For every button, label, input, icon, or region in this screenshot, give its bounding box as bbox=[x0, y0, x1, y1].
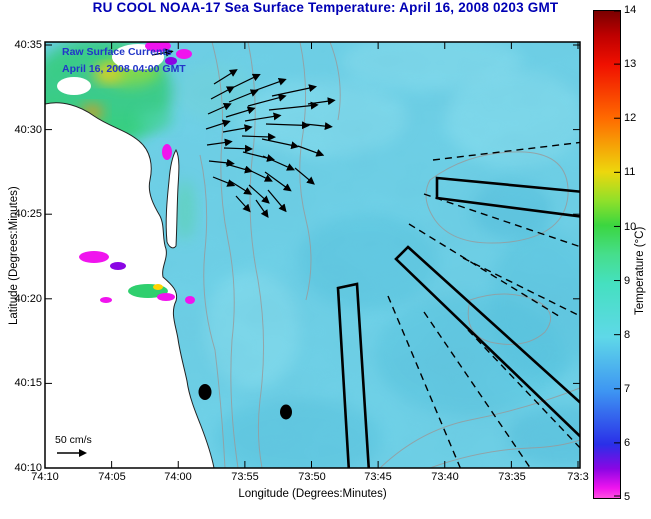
ocean-base bbox=[45, 42, 580, 468]
cb-tick-9: 9 bbox=[624, 275, 631, 287]
page-title: RU COOL NOAA-17 Sea Surface Temperature:… bbox=[92, 0, 559, 15]
cb-tick-13: 13 bbox=[624, 58, 637, 70]
x-tick-74-10: 74:10 bbox=[31, 471, 59, 483]
cb-tick-6: 6 bbox=[624, 437, 631, 449]
plot-frame bbox=[44, 41, 581, 469]
y-tick-40-35: 40:35 bbox=[14, 39, 42, 51]
x-tick-73-35: 73:35 bbox=[498, 471, 526, 483]
annotation-currents-time: April 16, 2008 04:00 GMT bbox=[62, 63, 186, 75]
y-tick-40-30: 40:30 bbox=[14, 124, 42, 136]
cb-tick-14: 14 bbox=[624, 4, 637, 16]
y-tick-40-10: 40:10 bbox=[14, 462, 42, 474]
cloud-patches bbox=[57, 44, 164, 95]
x-tick-74-05: 74:05 bbox=[98, 471, 126, 483]
warm-bay-patch bbox=[45, 42, 195, 240]
cb-tick-8: 8 bbox=[624, 329, 631, 341]
cb-tick-10: 10 bbox=[624, 221, 637, 233]
cb-tick-7: 7 bbox=[624, 383, 631, 395]
map-layers bbox=[45, 42, 580, 468]
cb-tick-5: 5 bbox=[624, 491, 631, 503]
station-dots bbox=[198, 384, 292, 420]
annotation-raw-surface-currents: Raw Surface Currents bbox=[62, 46, 172, 58]
y-axis-label: Latitude (Degrees:Minutes) bbox=[8, 186, 20, 325]
vector-scale-label: 50 cm/s bbox=[55, 434, 92, 446]
x-tick-73-40: 73:40 bbox=[431, 471, 459, 483]
ocean-mottling bbox=[174, 42, 580, 468]
cb-tick-11: 11 bbox=[624, 166, 636, 178]
ocean-grain bbox=[45, 42, 580, 468]
radar-beams bbox=[336, 176, 580, 468]
estuary-patches bbox=[79, 251, 175, 303]
x-axis-label: Longitude (Degrees:Minutes) bbox=[238, 488, 387, 500]
land-new-jersey bbox=[45, 102, 215, 468]
y-tick-40-15: 40:15 bbox=[14, 377, 42, 389]
x-tick-73-55: 73:55 bbox=[231, 471, 259, 483]
sandy-hook-spit bbox=[165, 148, 180, 249]
colorbar-label: Temperature (°C) bbox=[634, 226, 646, 315]
x-tick-74-00: 74:00 bbox=[164, 471, 192, 483]
axis-ticks bbox=[44, 42, 580, 469]
radar-dashed-lines bbox=[387, 141, 580, 468]
bathymetry-contours bbox=[199, 42, 580, 468]
cold-artifact-patches bbox=[76, 42, 195, 464]
y-tick-40-25: 40:25 bbox=[14, 208, 42, 220]
x-tick-73-50: 73:50 bbox=[298, 471, 326, 483]
y-tick-40-20: 40:20 bbox=[14, 293, 42, 305]
current-vectors bbox=[151, 48, 336, 219]
temperature-colorbar bbox=[593, 10, 621, 499]
cb-tick-12: 12 bbox=[624, 112, 637, 124]
x-tick-73-45: 73:45 bbox=[364, 471, 392, 483]
